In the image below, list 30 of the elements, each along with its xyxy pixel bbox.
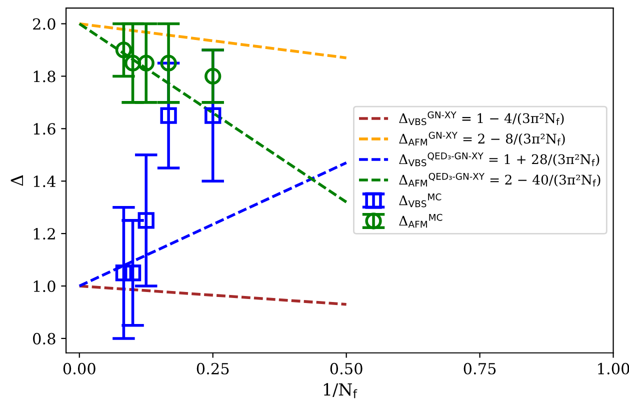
legend-label: Δ$_{VBS}$$^{GN-XY}$ = 1 − 4/(3π²N$_{f}$) bbox=[399, 111, 564, 126]
y-tick-label: 1.2 bbox=[34, 228, 55, 240]
y-tick-label: 1.6 bbox=[34, 123, 56, 135]
y-axis-title: Δ bbox=[10, 175, 24, 186]
x-tick-label: 0.25 bbox=[196, 362, 229, 374]
x-tick-label: 0.00 bbox=[63, 362, 96, 374]
x-axis-title: 1/N$_{f}$ bbox=[324, 383, 358, 398]
x-tick-label: 1.00 bbox=[598, 362, 629, 374]
point bbox=[160, 107, 177, 124]
y-tick-label: 0.8 bbox=[33, 332, 56, 344]
legend-label: Δ$_{AFM}$$^{MC}$ bbox=[399, 214, 442, 228]
legend-label: Δ$_{VBS}$$^{QED₃-GN-XY}$ = 1 + 28/(3π²N$_{f}$) bbox=[399, 152, 600, 166]
point bbox=[124, 54, 142, 72]
y-tick-label: 1.8 bbox=[34, 70, 56, 82]
point bbox=[204, 107, 222, 124]
y-tick-label: 1.0 bbox=[34, 280, 56, 292]
x-tick-label: 0.75 bbox=[464, 362, 496, 374]
point bbox=[160, 54, 177, 72]
y-tick-label: 2.0 bbox=[33, 18, 56, 30]
point bbox=[115, 264, 132, 282]
x-tick-label: 0.50 bbox=[330, 362, 362, 374]
point bbox=[204, 68, 222, 85]
legend-label: Δ$_{AFM}$$^{QED₃-GN-XY}$ = 2 − 40/(3π²N$_{f}$) bbox=[399, 172, 600, 187]
y-tick-label: 1.4 bbox=[34, 176, 56, 188]
legend-label: Δ$_{VBS}$$^{MC}$ bbox=[399, 193, 442, 208]
point bbox=[115, 42, 132, 58]
point bbox=[138, 212, 154, 229]
legend-label: Δ$_{AFM}$$^{GN-XY}$ = 2 − 8/(3π²N$_{f}$) bbox=[399, 132, 565, 146]
point bbox=[138, 54, 154, 72]
point bbox=[124, 264, 142, 282]
